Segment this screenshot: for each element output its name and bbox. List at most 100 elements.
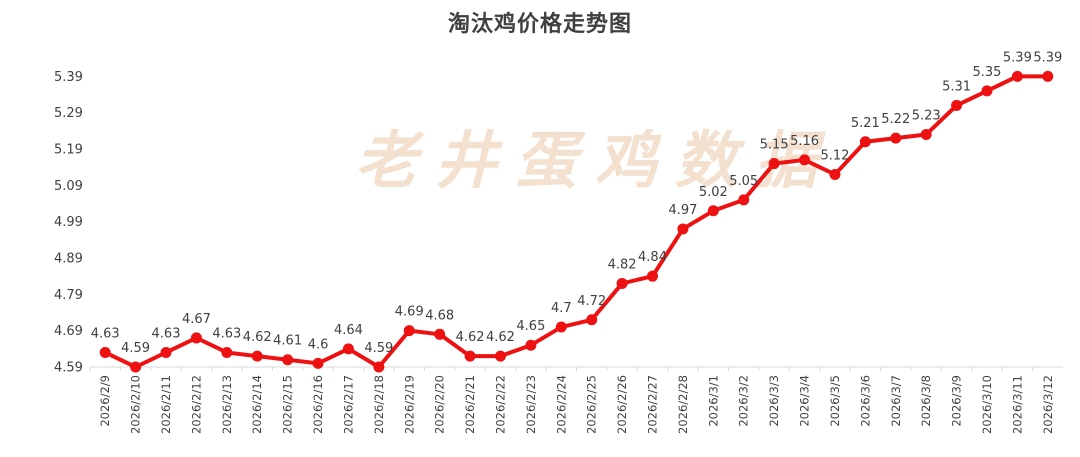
x-tick-label: 2026/2/27 bbox=[646, 375, 660, 434]
data-label: 5.23 bbox=[912, 108, 941, 123]
data-point bbox=[160, 346, 172, 358]
y-tick-label: 4.89 bbox=[54, 252, 83, 267]
data-label: 4.7 bbox=[551, 301, 572, 316]
x-tick-label: 2026/2/16 bbox=[311, 375, 325, 434]
x-tick-label: 2026/2/28 bbox=[676, 375, 690, 434]
data-point bbox=[342, 343, 354, 355]
data-label: 4.61 bbox=[273, 334, 302, 349]
x-tick-label: 2026/2/24 bbox=[554, 375, 568, 434]
data-label: 4.97 bbox=[668, 203, 697, 218]
x-tick-label: 2026/3/9 bbox=[950, 375, 964, 427]
x-tick-label: 2026/2/25 bbox=[585, 375, 599, 434]
data-label: 5.35 bbox=[973, 65, 1002, 80]
data-label: 4.68 bbox=[425, 308, 454, 323]
data-label: 5.05 bbox=[729, 174, 758, 189]
x-tick-label: 2026/3/1 bbox=[706, 375, 720, 427]
data-label: 4.59 bbox=[121, 341, 150, 356]
data-label: 5.31 bbox=[942, 79, 971, 94]
x-tick-label: 2026/2/12 bbox=[189, 375, 203, 434]
y-axis: 4.59 4.69 4.79 4.89 4.99 5.09 5.19 5.29 5.39 bbox=[54, 70, 83, 376]
x-tick-label: 2026/2/18 bbox=[372, 375, 386, 434]
data-point bbox=[890, 132, 902, 144]
data-point bbox=[99, 346, 111, 358]
data-label: 4.63 bbox=[152, 326, 181, 341]
data-label: 5.15 bbox=[760, 138, 789, 153]
data-point bbox=[434, 328, 446, 340]
x-tick-label: 2026/3/8 bbox=[919, 375, 933, 427]
data-point bbox=[221, 346, 233, 358]
data-label: 5.22 bbox=[881, 112, 910, 127]
data-point bbox=[829, 168, 841, 180]
data-point bbox=[677, 223, 689, 235]
data-point bbox=[768, 158, 780, 170]
watermark: 老井蛋鸡数据 bbox=[355, 124, 835, 197]
x-tick-label: 2026/3/2 bbox=[737, 375, 751, 427]
data-label: 4.62 bbox=[456, 330, 485, 345]
data-point bbox=[464, 350, 476, 362]
data-points bbox=[99, 70, 1054, 373]
data-label: 5.21 bbox=[851, 116, 880, 131]
data-point bbox=[312, 357, 324, 369]
y-tick-label: 4.59 bbox=[54, 361, 83, 376]
x-tick-label: 2026/2/22 bbox=[493, 375, 507, 434]
data-label: 4.84 bbox=[638, 250, 667, 265]
x-tick-label: 2026/2/10 bbox=[129, 375, 143, 434]
data-label: 4.63 bbox=[212, 326, 241, 341]
x-tick-label: 2026/2/26 bbox=[615, 375, 629, 434]
data-label: 4.63 bbox=[91, 326, 120, 341]
y-tick-label: 4.69 bbox=[54, 324, 83, 339]
data-point bbox=[799, 154, 811, 166]
data-point bbox=[403, 325, 415, 337]
y-tick-label: 4.79 bbox=[54, 288, 83, 303]
data-point bbox=[555, 321, 567, 333]
data-label: 4.64 bbox=[334, 323, 363, 338]
data-label: 4.65 bbox=[516, 319, 545, 334]
data-point bbox=[738, 194, 750, 206]
x-tick-label: 2026/3/6 bbox=[858, 375, 872, 427]
data-point bbox=[494, 350, 506, 362]
x-tick-label: 2026/3/3 bbox=[767, 375, 781, 427]
data-label: 5.39 bbox=[1033, 50, 1062, 65]
data-label: 4.69 bbox=[395, 305, 424, 320]
data-point bbox=[282, 354, 294, 366]
data-label: 4.62 bbox=[243, 330, 272, 345]
data-label: 4.62 bbox=[486, 330, 515, 345]
data-label: 4.67 bbox=[182, 312, 211, 327]
data-point bbox=[586, 314, 598, 326]
data-point bbox=[251, 350, 263, 362]
x-tick-label: 2026/3/7 bbox=[889, 375, 903, 427]
x-tick-label: 2026/3/5 bbox=[828, 375, 842, 427]
data-point bbox=[130, 361, 142, 373]
y-tick-label: 5.29 bbox=[54, 106, 83, 121]
x-axis: 2026/2/9 2026/2/10 2026/2/11 2026/2/12 2026/… bbox=[89, 367, 1055, 434]
data-label: 4.59 bbox=[364, 341, 393, 356]
y-tick-label: 5.19 bbox=[54, 143, 83, 158]
x-tick-label: 2026/2/21 bbox=[463, 375, 477, 434]
data-point bbox=[190, 332, 202, 344]
data-label: 5.39 bbox=[1003, 50, 1032, 65]
x-tick-label: 2026/3/10 bbox=[980, 375, 994, 434]
data-point bbox=[373, 361, 385, 373]
data-point bbox=[951, 99, 963, 111]
x-tick-label: 2026/2/15 bbox=[281, 375, 295, 434]
data-point bbox=[525, 339, 537, 351]
y-tick-label: 5.09 bbox=[54, 179, 83, 194]
x-tick-label: 2026/2/23 bbox=[524, 375, 538, 434]
chart-title: 淘汰鸡价格走势图 bbox=[447, 11, 632, 37]
data-point bbox=[1011, 70, 1023, 82]
x-tick-label: 2026/2/19 bbox=[402, 375, 416, 434]
data-label: 4.82 bbox=[608, 257, 637, 272]
x-tick-label: 2026/2/17 bbox=[341, 375, 355, 434]
data-point bbox=[981, 85, 993, 97]
data-label: 4.6 bbox=[308, 337, 329, 352]
x-tick-label: 2026/3/11 bbox=[1010, 375, 1024, 434]
data-point bbox=[1042, 70, 1054, 82]
data-point bbox=[647, 270, 659, 282]
data-label: 5.16 bbox=[790, 134, 819, 149]
data-label: 4.72 bbox=[577, 294, 606, 309]
y-tick-label: 4.99 bbox=[54, 215, 83, 230]
x-tick-label: 2026/2/20 bbox=[433, 375, 447, 434]
y-tick-label: 5.39 bbox=[54, 70, 83, 85]
x-tick-label: 2026/2/14 bbox=[250, 375, 264, 434]
